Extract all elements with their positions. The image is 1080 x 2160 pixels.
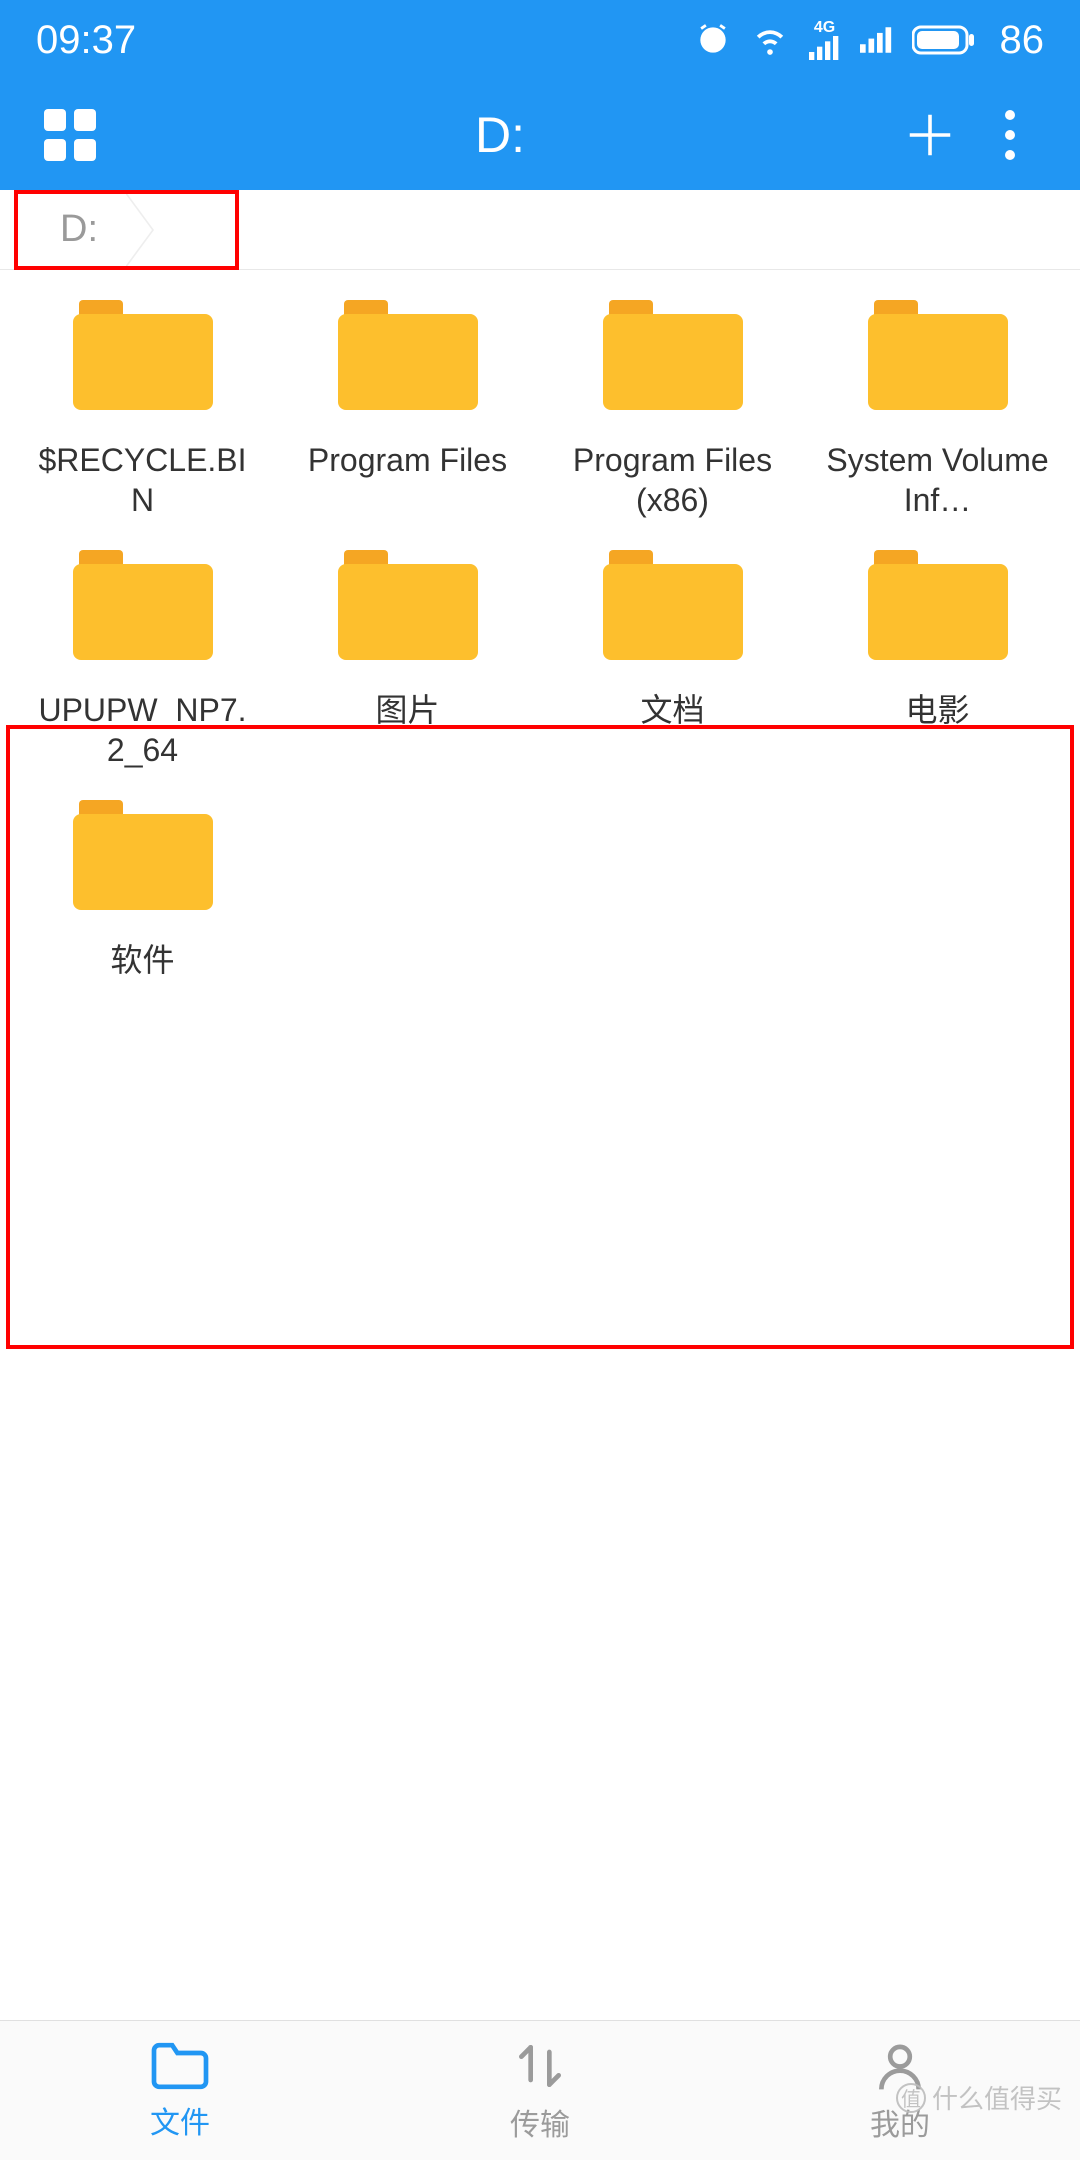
folder-icon (603, 550, 743, 660)
view-grid-button[interactable] (30, 95, 110, 175)
folder-nav-icon (148, 2040, 212, 2092)
watermark-text: 什么值得买 (932, 2079, 1062, 2116)
folder-icon (868, 550, 1008, 660)
folder-label: 图片 (375, 690, 439, 730)
network-type: 4G (814, 20, 835, 36)
watermark: 值 什么值得买 (896, 2079, 1062, 2116)
nav-label: 文件 (150, 2098, 210, 2142)
status-right: 4G 86 (694, 18, 1045, 63)
folder-label: 文档 (640, 690, 704, 730)
watermark-icon: 值 (896, 2083, 926, 2113)
folder-icon (338, 300, 478, 410)
status-bar: 09:37 4G 86 (0, 0, 1080, 80)
folder-item[interactable]: Program Files (x86) (540, 300, 805, 520)
folder-icon (73, 800, 213, 910)
grid-icon (44, 109, 96, 161)
more-button[interactable] (970, 95, 1050, 175)
status-time: 09:37 (36, 18, 136, 63)
folder-item[interactable]: UPUPW_NP7. 2_64 (10, 550, 275, 770)
folder-item[interactable]: $RECYCLE.BI N (10, 300, 275, 520)
folder-label: Program Files (x86) (553, 440, 793, 520)
nav-label: 传输 (510, 2100, 570, 2144)
nav-files[interactable]: 文件 (0, 2021, 360, 2160)
alarm-icon (694, 21, 732, 59)
folder-label: 软件 (110, 940, 174, 980)
plus-icon (903, 108, 957, 162)
folder-icon (603, 300, 743, 410)
app-title: D: (110, 106, 890, 164)
breadcrumb: D: (0, 190, 1080, 270)
transfer-icon (512, 2038, 568, 2094)
folder-item[interactable]: 软件 (10, 800, 275, 980)
breadcrumb-root[interactable]: D: (40, 208, 138, 251)
dots-icon (1005, 110, 1015, 160)
folder-label: UPUPW_NP7. 2_64 (38, 690, 246, 770)
battery-icon (912, 24, 976, 56)
folder-label: 电影 (905, 690, 969, 730)
folder-label: $RECYCLE.BI N (38, 440, 246, 520)
folder-item[interactable]: System Volume Inf… (805, 300, 1070, 520)
folder-icon (868, 300, 1008, 410)
folder-grid: $RECYCLE.BI N Program Files Program File… (0, 270, 1080, 990)
nav-transfer[interactable]: 传输 (360, 2021, 720, 2160)
folder-item[interactable]: 电影 (805, 550, 1070, 770)
folder-label: Program Files (308, 440, 507, 480)
folder-item[interactable]: Program Files (275, 300, 540, 520)
wifi-icon (750, 23, 790, 57)
folder-item[interactable]: 文档 (540, 550, 805, 770)
folder-item[interactable]: 图片 (275, 550, 540, 770)
signal-icon-2 (860, 27, 894, 53)
folder-icon (338, 550, 478, 660)
battery-level: 86 (1000, 18, 1045, 63)
folder-icon (73, 300, 213, 410)
signal-icon-1 (808, 36, 842, 60)
folder-label: System Volume Inf… (818, 440, 1058, 520)
add-button[interactable] (890, 95, 970, 175)
folder-icon (73, 550, 213, 660)
app-bar: D: (0, 80, 1080, 190)
